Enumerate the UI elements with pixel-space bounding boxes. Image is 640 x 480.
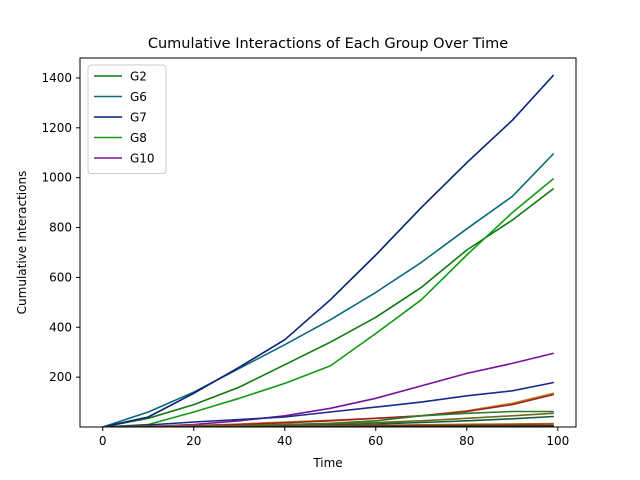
x-tick-label: 60: [368, 434, 383, 448]
legend-label-g7: G7: [130, 111, 147, 125]
series-line-5: [102, 381, 555, 427]
y-tick-label: 400: [49, 320, 72, 334]
legend-label-g6: G6: [130, 90, 147, 104]
x-tick-label: 20: [186, 434, 201, 448]
y-tick-label: 800: [49, 221, 72, 235]
series-layer: [102, 74, 555, 427]
plot-frame: [79, 57, 577, 428]
legend: G2 G6 G7 G8 G10: [87, 64, 167, 174]
x-tick-label: 80: [459, 434, 474, 448]
x-tick-label: 0: [99, 434, 107, 448]
series-line-g6: [102, 153, 555, 427]
chart-title: Cumulative Interactions of Each Group Ov…: [148, 36, 508, 52]
y-axis-label: Cumulative Interactions: [15, 171, 29, 315]
y-tick-label: 200: [49, 370, 72, 384]
series-line-g10: [102, 352, 555, 427]
x-axis-label: Time: [312, 456, 342, 470]
legend-label-g8: G8: [130, 131, 147, 145]
y-tick-label: 1000: [41, 171, 72, 185]
y-tick-label: 600: [49, 270, 72, 284]
x-axis: 0 20 40 60 80 100: [99, 427, 569, 448]
legend-label-g2: G2: [130, 70, 147, 84]
y-tick-label: 1400: [41, 71, 72, 85]
series-line-g8: [102, 178, 555, 427]
x-tick-label: 40: [277, 434, 292, 448]
x-tick-label: 100: [546, 434, 569, 448]
series-line-7: [102, 393, 555, 427]
series-line-g7: [102, 74, 555, 427]
y-axis: 200 400 600 800 1000 1200 1400: [41, 71, 80, 384]
series-line-g2: [102, 188, 555, 427]
y-tick-label: 1200: [41, 121, 72, 135]
series-line-6: [102, 392, 555, 427]
legend-box: [87, 64, 167, 174]
legend-label-g10: G10: [130, 152, 155, 166]
